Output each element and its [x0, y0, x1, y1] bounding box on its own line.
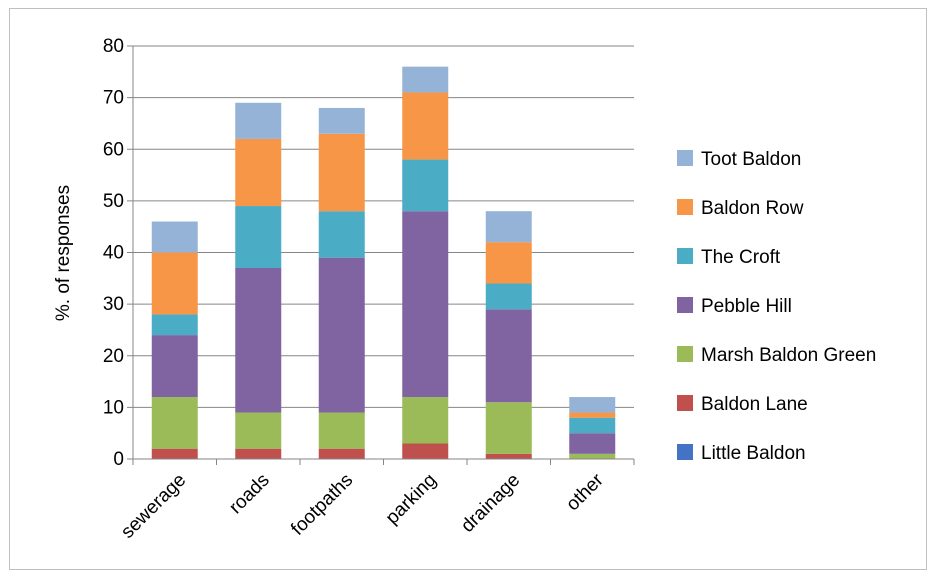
- y-tick-label: 0: [113, 449, 124, 470]
- bar-segment: [402, 211, 449, 398]
- bar-segment: [235, 102, 282, 139]
- bar-segment: [569, 453, 616, 459]
- bar-segment: [569, 433, 616, 454]
- legend-entry: Marsh Baldon Green: [677, 345, 876, 366]
- bar-segment: [485, 402, 532, 454]
- legend-label: Baldon Lane: [701, 394, 808, 415]
- bar-segment: [402, 159, 449, 212]
- axes: [132, 46, 634, 460]
- legend: Toot Baldon Baldon Row The Croft Pebble Hil…: [677, 149, 876, 464]
- bar-segment: [151, 448, 198, 459]
- bar-segment: [485, 453, 532, 459]
- y-tick-label: 10: [103, 397, 124, 418]
- bar-segment: [485, 242, 532, 284]
- bar-segment: [235, 412, 282, 449]
- legend-label: Pebble Hill: [701, 296, 792, 317]
- bar-segment: [569, 417, 616, 434]
- bar-segment: [151, 397, 198, 449]
- bar-segment: [235, 206, 282, 268]
- bar-segment: [235, 448, 282, 459]
- bar-segment: [151, 252, 198, 315]
- y-tick-label: 70: [103, 88, 124, 109]
- bar-segment: [402, 92, 449, 160]
- y-tick-label: 80: [103, 36, 124, 57]
- x-tick-label: roads: [225, 470, 273, 518]
- bar-segment: [235, 138, 282, 207]
- legend-swatch: [677, 444, 693, 460]
- legend-entry: Baldon Row: [677, 198, 804, 219]
- bar-segment: [318, 257, 365, 413]
- legend-swatch: [677, 199, 693, 215]
- legend-label: Little Baldon: [701, 443, 806, 464]
- x-tick-label: sewerage: [117, 470, 190, 543]
- x-tick-labels: sewerage roads footpaths parking drainage oth…: [117, 469, 608, 543]
- legend-label: Baldon Row: [701, 198, 804, 219]
- y-tick-label: 50: [103, 191, 124, 212]
- legend-swatch: [677, 248, 693, 264]
- bar-segment: [569, 412, 616, 418]
- x-tick-label: drainage: [457, 470, 524, 537]
- legend-entry: Little Baldon: [677, 443, 806, 464]
- legend-entry: The Croft: [677, 247, 781, 268]
- bar-segment: [151, 221, 198, 253]
- bar-segment: [318, 412, 365, 449]
- bar-segment: [485, 283, 532, 310]
- bar-segment: [402, 443, 449, 459]
- y-tick-label: 40: [103, 243, 124, 264]
- y-tick-label: 20: [103, 346, 124, 367]
- legend-label: Marsh Baldon Green: [701, 345, 876, 366]
- legend-label: Toot Baldon: [701, 149, 801, 170]
- bar-segment: [402, 66, 449, 93]
- bar-segment: [485, 211, 532, 243]
- bar-segment: [318, 448, 365, 459]
- legend-swatch: [677, 395, 693, 411]
- gridlines: [127, 45, 635, 465]
- legend-entry: Pebble Hill: [677, 296, 792, 317]
- legend-swatch: [677, 297, 693, 313]
- legend-entry: Toot Baldon: [677, 149, 801, 170]
- bar-segment: [569, 397, 616, 413]
- bar-segment: [151, 314, 198, 336]
- bar-segment: [318, 211, 365, 258]
- legend-label: The Croft: [701, 247, 781, 268]
- legend-swatch: [677, 346, 693, 362]
- y-tick-label: 60: [103, 139, 124, 160]
- bars: [151, 66, 616, 459]
- x-tick-label: other: [562, 469, 608, 515]
- legend-entry: Baldon Lane: [677, 394, 808, 415]
- bar-segment: [318, 107, 365, 134]
- bar-segment: [151, 335, 198, 398]
- x-tick-label: parking: [382, 470, 441, 529]
- y-axis-label: %. of responses: [53, 185, 74, 321]
- bar-segment: [318, 133, 365, 212]
- bar-segment: [235, 267, 282, 413]
- y-tick-labels: 0 10 20 30 40 50 60 70 80: [103, 36, 124, 470]
- x-tick-label: footpaths: [287, 470, 357, 540]
- bar-segment: [485, 309, 532, 403]
- bar-segment: [402, 397, 449, 444]
- y-tick-label: 30: [103, 294, 124, 315]
- legend-swatch: [677, 150, 693, 166]
